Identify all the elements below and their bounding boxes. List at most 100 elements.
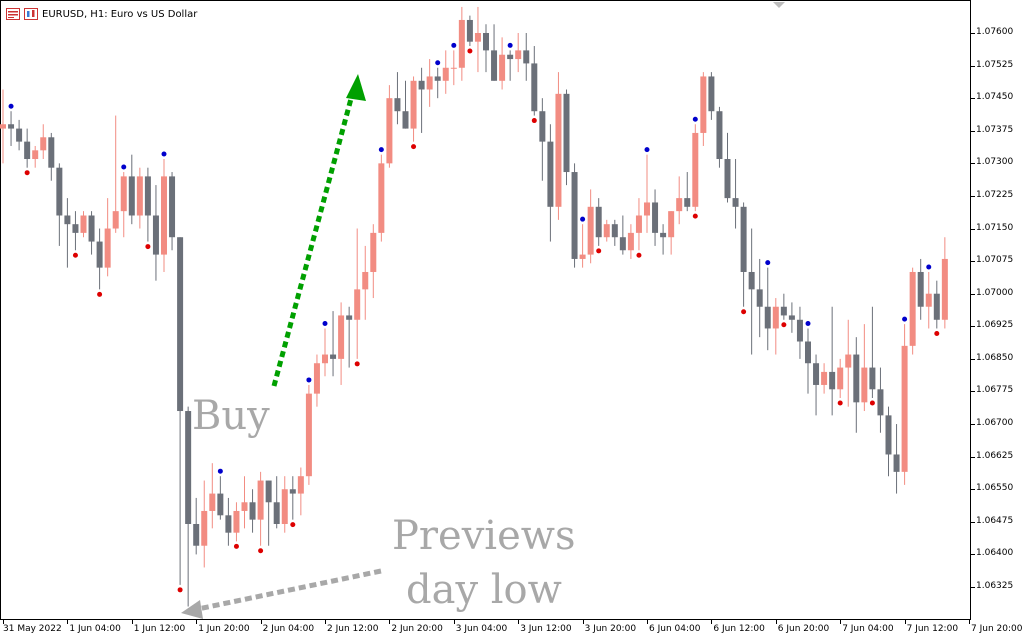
time-label: 1 Jun 04:00: [69, 624, 121, 634]
candle-body: [635, 215, 642, 233]
fractal-up-marker: [378, 147, 384, 153]
fractal-up-marker: [8, 103, 14, 109]
candle-body: [338, 315, 345, 359]
time-tick: [67, 620, 69, 624]
time-label: 6 Jun 04:00: [649, 624, 701, 634]
fractal-down-marker: [72, 252, 78, 258]
price-label: 1.06325: [976, 581, 1014, 591]
candle-body: [64, 215, 71, 225]
buy-arrow-head: [346, 74, 366, 101]
candle-body: [144, 176, 151, 216]
price-label: 1.06550: [976, 483, 1014, 494]
fractal-down-marker: [97, 291, 103, 297]
plot-area[interactable]: [0, 0, 971, 620]
candle-body: [24, 141, 31, 160]
buy-arrow-line: [271, 94, 355, 387]
price-label: 1.06775: [976, 385, 1014, 396]
candle-body: [700, 76, 707, 133]
candle-body: [458, 19, 465, 68]
candle-body: [185, 411, 192, 524]
candle-body: [257, 480, 264, 520]
candle-body: [72, 224, 79, 233]
candle-body: [563, 93, 570, 173]
candle-body: [708, 76, 715, 112]
candle-body: [161, 176, 167, 255]
fractal-up-marker: [217, 468, 223, 474]
fractal-down-marker: [837, 400, 843, 406]
candle-body: [756, 289, 763, 307]
candle-body: [571, 172, 578, 259]
candle-body: [668, 211, 675, 238]
price-label: 1.07600: [976, 27, 1014, 37]
time-label: 2 Jun 20:00: [391, 624, 443, 634]
candle-body: [772, 306, 779, 329]
price-tick: [971, 293, 975, 295]
candle-body: [466, 19, 473, 42]
candle-body: [845, 354, 852, 368]
candle-body: [885, 415, 892, 455]
candle-body: [748, 271, 755, 290]
time-label: 6 Jun 12:00: [713, 624, 765, 634]
candle-body: [120, 176, 127, 212]
candle-body: [483, 33, 489, 51]
candle-body: [877, 389, 884, 416]
candle-body: [40, 137, 47, 151]
candle-body: [716, 111, 723, 160]
scroll-marker: [773, 2, 785, 8]
price-tick: [971, 228, 975, 230]
candle-body: [933, 293, 940, 320]
candle-body: [104, 228, 111, 268]
candle-body: [829, 371, 836, 390]
candle-body: [225, 515, 232, 533]
candle-body: [16, 128, 23, 142]
candle-body: [813, 363, 820, 385]
candle-body: [644, 202, 650, 216]
price-tick: [971, 456, 975, 458]
time-label: 7 Jun 20:00: [971, 624, 1023, 634]
chart-window-icon: [6, 8, 20, 20]
price-label: 1.06400: [976, 548, 1014, 559]
candle-body: [941, 258, 948, 320]
candle-body: [249, 502, 256, 520]
candle-body: [402, 111, 409, 129]
candle-body: [611, 224, 618, 238]
fractal-down-marker: [531, 118, 537, 124]
candle-body: [491, 50, 498, 81]
price-tick: [971, 326, 975, 328]
fractal-down-marker: [24, 170, 30, 176]
fractal-down-marker: [934, 330, 940, 336]
fractal-up-marker: [902, 316, 908, 322]
price-label: 1.06700: [976, 418, 1014, 429]
time-tick: [260, 620, 262, 624]
candle-body: [281, 489, 288, 524]
candle-body: [0, 124, 6, 129]
fractal-down-marker: [290, 522, 296, 528]
candle-body: [378, 163, 385, 233]
candle-body: [788, 315, 795, 320]
buy-annotation: Buy: [192, 393, 270, 439]
candle-body: [909, 271, 916, 346]
candle-body: [201, 510, 208, 546]
time-tick: [711, 620, 713, 624]
fractal-down-marker: [636, 252, 642, 258]
fractal-down-marker: [258, 548, 264, 554]
candle-body: [893, 454, 900, 472]
fractal-down-marker: [411, 144, 417, 150]
fractal-up-marker: [322, 320, 328, 326]
price-tick: [971, 261, 975, 263]
candle-body: [450, 67, 457, 69]
time-label: 7 Jun 04:00: [842, 624, 894, 634]
candle-body: [499, 54, 506, 81]
fractal-down-marker: [781, 322, 787, 328]
candle-body: [925, 293, 932, 307]
candle-body: [8, 124, 15, 129]
candle-body: [346, 315, 353, 320]
price-tick: [971, 195, 975, 197]
fractal-up-marker: [692, 116, 698, 122]
candle-body: [112, 211, 119, 229]
candle-body: [209, 493, 216, 511]
price-tick: [971, 391, 975, 393]
candle-body: [313, 363, 320, 394]
